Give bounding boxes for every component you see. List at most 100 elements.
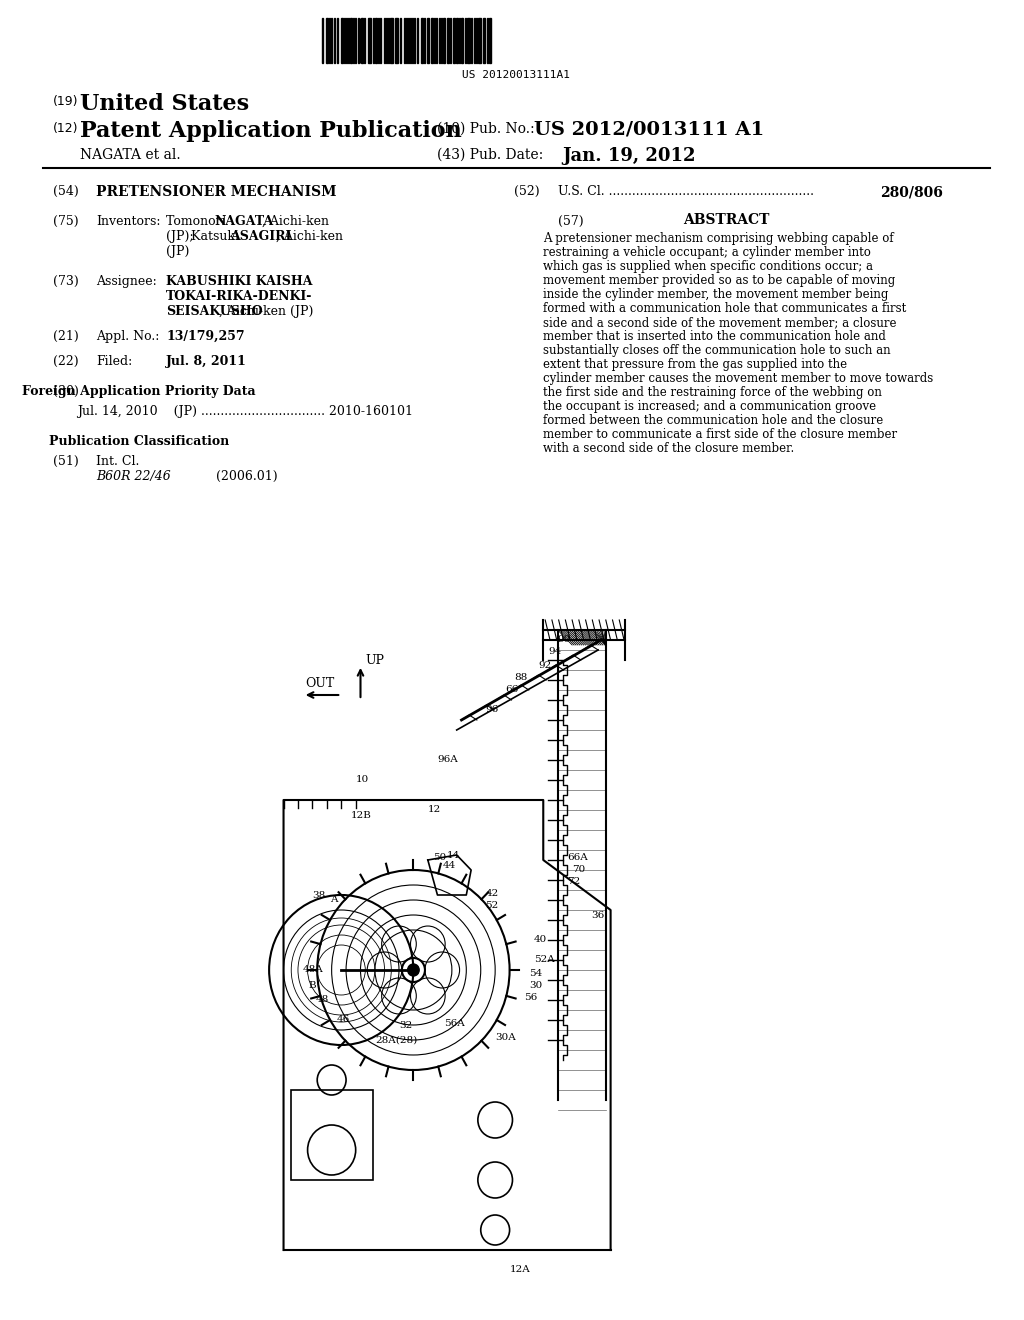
Text: ASAGIRI: ASAGIRI [229,230,291,243]
Text: cylinder member causes the movement member to move towards: cylinder member causes the movement memb… [544,372,934,385]
Text: 96A: 96A [437,755,458,764]
Text: 10: 10 [355,776,369,784]
Text: B: B [308,981,316,990]
Bar [443,18,445,63]
Text: 92: 92 [539,660,552,669]
Bar [482,18,484,63]
Text: 96: 96 [485,705,499,714]
Bar [456,18,458,63]
Text: Foreign Application Priority Data: Foreign Application Priority Data [23,385,256,399]
Text: 48: 48 [315,995,329,1005]
Text: Jul. 8, 2011: Jul. 8, 2011 [166,355,247,368]
Text: A: A [330,895,337,904]
Text: 52: 52 [485,900,499,909]
Text: substantially closes off the communication hole to such an: substantially closes off the communicati… [544,345,891,356]
Bar [478,18,480,63]
Text: 30A: 30A [496,1034,516,1043]
Text: (52): (52) [514,185,540,198]
Text: 94: 94 [548,648,561,656]
Text: 44: 44 [442,861,456,870]
Text: United States: United States [80,92,249,115]
Text: the occupant is increased; and a communication groove: the occupant is increased; and a communi… [544,400,877,413]
Text: 66: 66 [505,685,518,694]
Text: 32: 32 [399,1020,413,1030]
Text: (73): (73) [52,275,79,288]
Text: 13/179,257: 13/179,257 [166,330,245,343]
Text: Katsuki: Katsuki [191,230,243,243]
Bar [486,18,488,63]
Text: side and a second side of the movement member; a closure: side and a second side of the movement m… [544,315,897,329]
Text: (2006.01): (2006.01) [216,470,278,483]
Text: 48A: 48A [303,965,324,974]
Text: (30): (30) [52,385,79,399]
Bar [467,18,470,63]
Text: with a second side of the closure member.: with a second side of the closure member… [544,442,795,455]
Bar [453,18,455,63]
Bar [410,18,412,63]
Text: 50: 50 [433,854,445,862]
Text: (54): (54) [52,185,79,198]
Text: B60R 22/46: B60R 22/46 [96,470,171,483]
Text: NAGATA et al.: NAGATA et al. [80,148,180,162]
Bar [291,1090,373,1180]
Text: A pretensioner mechanism comprising webbing capable of: A pretensioner mechanism comprising webb… [544,232,894,246]
Text: 40: 40 [534,936,547,945]
Text: 280/806: 280/806 [880,185,943,199]
Bar [395,18,398,63]
Bar [334,18,336,63]
Text: Assignee:: Assignee: [96,275,157,288]
Text: (10) Pub. No.:: (10) Pub. No.: [437,121,536,136]
Text: 70: 70 [572,866,586,874]
Text: SEISAKUSHO: SEISAKUSHO [166,305,263,318]
Text: (75): (75) [52,215,78,228]
Text: 66A: 66A [567,854,588,862]
Text: 28A(28): 28A(28) [375,1035,417,1044]
Circle shape [401,958,425,982]
Text: 30: 30 [528,981,542,990]
Text: 56: 56 [524,994,538,1002]
Bar [375,18,377,63]
Text: inside the cylinder member, the movement member being: inside the cylinder member, the movement… [544,288,889,301]
Text: ABSTRACT: ABSTRACT [683,213,769,227]
Text: 14: 14 [447,850,461,859]
Bar [390,18,393,63]
Text: extent that pressure from the gas supplied into the: extent that pressure from the gas suppli… [544,358,848,371]
Text: PRETENSIONER MECHANISM: PRETENSIONER MECHANISM [96,185,337,199]
Text: member to communicate a first side of the closure member: member to communicate a first side of th… [544,428,897,441]
Text: (43) Pub. Date:: (43) Pub. Date: [437,148,544,162]
Text: formed with a communication hole that communicates a first: formed with a communication hole that co… [544,302,906,315]
Text: Appl. No.:: Appl. No.: [96,330,160,343]
Text: Inventors:: Inventors: [96,215,161,228]
Text: (12): (12) [52,121,78,135]
Text: U.S. Cl. .....................................................: U.S. Cl. ...............................… [558,185,814,198]
Text: movement member provided so as to be capable of moving: movement member provided so as to be cap… [544,275,896,286]
Text: 52A: 52A [534,956,554,965]
Text: (19): (19) [52,95,78,108]
Bar [421,18,423,63]
Text: (JP);: (JP); [166,230,198,243]
Text: US 2012/0013111 A1: US 2012/0013111 A1 [534,120,764,139]
Text: Patent Application Publication: Patent Application Publication [80,120,462,143]
Text: KABUSHIKI KAISHA: KABUSHIKI KAISHA [166,275,312,288]
Text: (57): (57) [558,215,584,228]
Bar [431,18,433,63]
Text: formed between the communication hole and the closure: formed between the communication hole an… [544,414,884,426]
Text: OUT: OUT [306,677,335,690]
Text: the first side and the restraining force of the webbing on: the first side and the restraining force… [544,385,882,399]
Bar [435,18,437,63]
Text: Publication Classification: Publication Classification [49,436,229,447]
Text: (JP): (JP) [166,246,189,257]
Text: (22): (22) [52,355,78,368]
Bar [369,18,371,63]
Text: 56A: 56A [444,1019,465,1027]
Text: member that is inserted into the communication hole and: member that is inserted into the communi… [544,330,886,343]
Text: , Aichi-ken (JP): , Aichi-ken (JP) [219,305,313,318]
Text: 12B: 12B [351,810,372,820]
Text: 54: 54 [528,969,542,978]
Text: 12: 12 [428,805,441,814]
Text: 46: 46 [337,1015,350,1024]
Bar [361,18,364,63]
Bar [447,18,449,63]
Text: Int. Cl.: Int. Cl. [96,455,139,469]
Text: UP: UP [366,653,384,667]
